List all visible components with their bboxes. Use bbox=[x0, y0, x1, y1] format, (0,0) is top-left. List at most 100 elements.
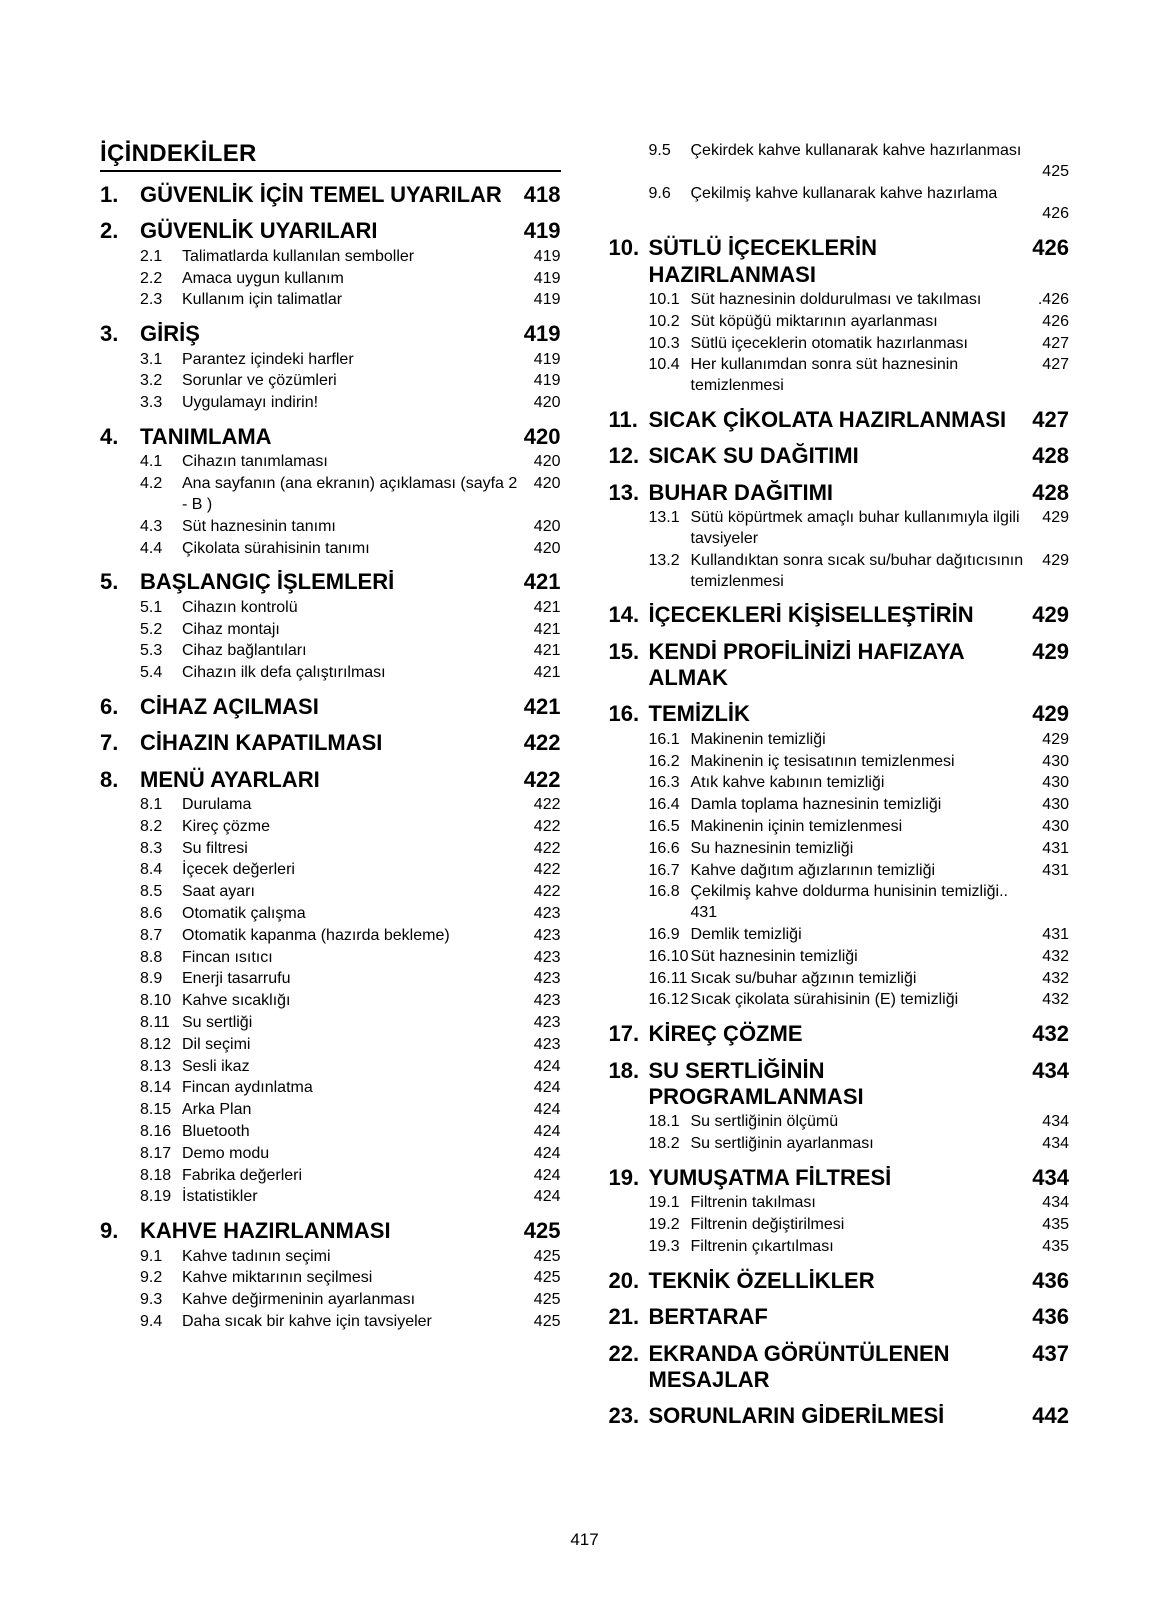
item-page: 421 bbox=[534, 663, 561, 684]
item-number: 10.2 bbox=[649, 312, 691, 333]
item-page: 421 bbox=[534, 598, 561, 619]
item-page: 423 bbox=[534, 1035, 561, 1056]
toc-section: 19.YUMUŞATMA FİLTRESİ 434 bbox=[609, 1165, 1070, 1191]
toc-item: 16.2Makinenin iç tesisatının temizlenmes… bbox=[649, 752, 1070, 773]
item-page: 420 bbox=[534, 539, 561, 560]
item-number: 9.3 bbox=[140, 1290, 182, 1311]
section-number: 9. bbox=[100, 1218, 140, 1244]
toc-item: 10.3Sütlü içeceklerin otomatik hazırlanm… bbox=[649, 334, 1070, 355]
toc-section: 21.BERTARAF 436 bbox=[609, 1304, 1070, 1330]
item-page: .426 bbox=[1038, 290, 1069, 311]
toc-section: 15.KENDİ PROFİLİNİZİ HAFIZAYA ALMAK 429 bbox=[609, 639, 1070, 692]
item-page: 421 bbox=[534, 641, 561, 662]
section-number: 16. bbox=[609, 701, 649, 727]
item-title: Talimatlarda kullanılan semboller bbox=[182, 247, 414, 268]
item-page: 420 bbox=[534, 474, 561, 495]
item-page: 427 bbox=[1042, 334, 1069, 355]
item-page: 429 bbox=[1042, 508, 1069, 529]
toc-item: 3.2Sorunlar ve çözümleri 419 bbox=[140, 371, 561, 392]
toc-item: 19.3Filtrenin çıkartılması 435 bbox=[649, 1237, 1070, 1258]
item-number: 9.1 bbox=[140, 1247, 182, 1268]
toc-section: 20.TEKNİK ÖZELLİKLER 436 bbox=[609, 1268, 1070, 1294]
item-page: 423 bbox=[534, 926, 561, 947]
item-page: 422 bbox=[534, 795, 561, 816]
toc-item: 9.2Kahve miktarının seçilmesi 425 bbox=[140, 1268, 561, 1289]
item-title: Çikolata sürahisinin tanımı bbox=[182, 539, 370, 560]
item-page: 421 bbox=[534, 620, 561, 641]
item-number: 8.18 bbox=[140, 1166, 182, 1187]
toc-item: 16.5Makinenin içinin temizlenmesi 430 bbox=[649, 817, 1070, 838]
toc-item: 16.10Süt haznesinin temizliği 432 bbox=[649, 947, 1070, 968]
item-title: Cihaz bağlantıları bbox=[182, 641, 307, 662]
item-number: 8.5 bbox=[140, 882, 182, 903]
item-page: 431 bbox=[1042, 925, 1069, 946]
section-title: SÜTLÜ İÇECEKLERİN HAZIRLANMASI bbox=[649, 235, 1021, 288]
item-number: 8.12 bbox=[140, 1035, 182, 1056]
item-title: Demo modu bbox=[182, 1144, 269, 1165]
item-number: 3.3 bbox=[140, 393, 182, 414]
toc-item: 4.4Çikolata sürahisinin tanımı 420 bbox=[140, 539, 561, 560]
item-number: 8.4 bbox=[140, 860, 182, 881]
toc-item: 10.4Her kullanımdan sonra süt haznesinin… bbox=[649, 355, 1070, 397]
toc-item: 8.10Kahve sıcaklığı 423 bbox=[140, 991, 561, 1012]
item-page: 434 bbox=[1042, 1193, 1069, 1214]
section-number: 8. bbox=[100, 767, 140, 793]
toc-item: 10.1Süt haznesinin doldurulması ve takıl… bbox=[649, 290, 1070, 311]
item-page: 424 bbox=[534, 1144, 561, 1165]
item-title: Saat ayarı bbox=[182, 882, 255, 903]
item-title: Fincan ısıtıcı bbox=[182, 948, 273, 969]
toc-item: 16.6Su haznesinin temizliği 431 bbox=[649, 839, 1070, 860]
item-number: 8.2 bbox=[140, 817, 182, 838]
toc-item: 19.1Filtrenin takılması 434 bbox=[649, 1193, 1070, 1214]
item-page: 434 bbox=[1042, 1134, 1069, 1155]
item-number: 13.2 bbox=[649, 551, 691, 572]
item-page: 425 bbox=[534, 1268, 561, 1289]
item-title: Otomatik çalışma bbox=[182, 904, 306, 925]
item-page: 427 bbox=[1042, 355, 1069, 376]
item-title: Atık kahve kabının temizliği bbox=[691, 773, 885, 794]
item-number: 9.5 bbox=[649, 141, 691, 162]
item-number: 2.1 bbox=[140, 247, 182, 268]
toc-item: 8.7Otomatik kapanma (hazırda bekleme) 42… bbox=[140, 926, 561, 947]
section-title: MENÜ AYARLARI bbox=[140, 767, 320, 793]
toc-item: 16.8Çekilmiş kahve doldurma hunisinin te… bbox=[649, 882, 1070, 924]
section-page: 427 bbox=[1032, 407, 1069, 433]
item-title: Su sertliği bbox=[182, 1013, 252, 1034]
toc-item: 4.2Ana sayfanın (ana ekranın) açıklaması… bbox=[140, 474, 561, 516]
section-page: 425 bbox=[524, 1218, 561, 1244]
item-title: Filtrenin çıkartılması bbox=[691, 1237, 834, 1258]
section-page: 437 bbox=[1032, 1341, 1069, 1367]
item-page: 423 bbox=[534, 948, 561, 969]
item-title: Demlik temizliği bbox=[691, 925, 802, 946]
toc-item: 18.2Su sertliğinin ayarlanması 434 bbox=[649, 1134, 1070, 1155]
item-page: 426 bbox=[1042, 312, 1069, 333]
item-number: 4.4 bbox=[140, 539, 182, 560]
item-title: Filtrenin değiştirilmesi bbox=[691, 1215, 845, 1236]
item-page: 419 bbox=[534, 247, 561, 268]
item-title: Kahve değirmeninin ayarlanması bbox=[182, 1290, 415, 1311]
section-page: 442 bbox=[1032, 1403, 1069, 1429]
toc-item: 8.15Arka Plan 424 bbox=[140, 1100, 561, 1121]
toc-item: 3.1Parantez içindeki harfler 419 bbox=[140, 350, 561, 371]
item-page: 423 bbox=[534, 904, 561, 925]
item-page: 424 bbox=[534, 1078, 561, 1099]
section-number: 5. bbox=[100, 569, 140, 595]
item-number: 16.2 bbox=[649, 752, 691, 773]
item-number: 5.2 bbox=[140, 620, 182, 641]
item-number: 8.7 bbox=[140, 926, 182, 947]
toc-item: 8.2Kireç çözme 422 bbox=[140, 817, 561, 838]
section-number: 20. bbox=[609, 1268, 649, 1294]
toc-item: 8.5Saat ayarı 422 bbox=[140, 882, 561, 903]
toc-item: 9.4Daha sıcak bir kahve için tavsiyeler … bbox=[140, 1312, 561, 1333]
item-page: 430 bbox=[1042, 773, 1069, 794]
toc-section: 11.SICAK ÇİKOLATA HAZIRLANMASI 427 bbox=[609, 407, 1070, 433]
toc-item: 8.3Su filtresi 422 bbox=[140, 839, 561, 860]
section-title: KAHVE HAZIRLANMASI bbox=[140, 1218, 391, 1244]
toc-item: 9.5Çekirdek kahve kullanarak kahve hazır… bbox=[649, 141, 1070, 183]
item-page: 422 bbox=[534, 817, 561, 838]
item-number: 16.1 bbox=[649, 730, 691, 751]
section-title: YUMUŞATMA FİLTRESİ bbox=[649, 1165, 892, 1191]
toc-section: 10.SÜTLÜ İÇECEKLERİN HAZIRLANMASI 426 bbox=[609, 235, 1070, 288]
section-page: 429 bbox=[1032, 701, 1069, 727]
item-page: 431 bbox=[691, 903, 718, 924]
